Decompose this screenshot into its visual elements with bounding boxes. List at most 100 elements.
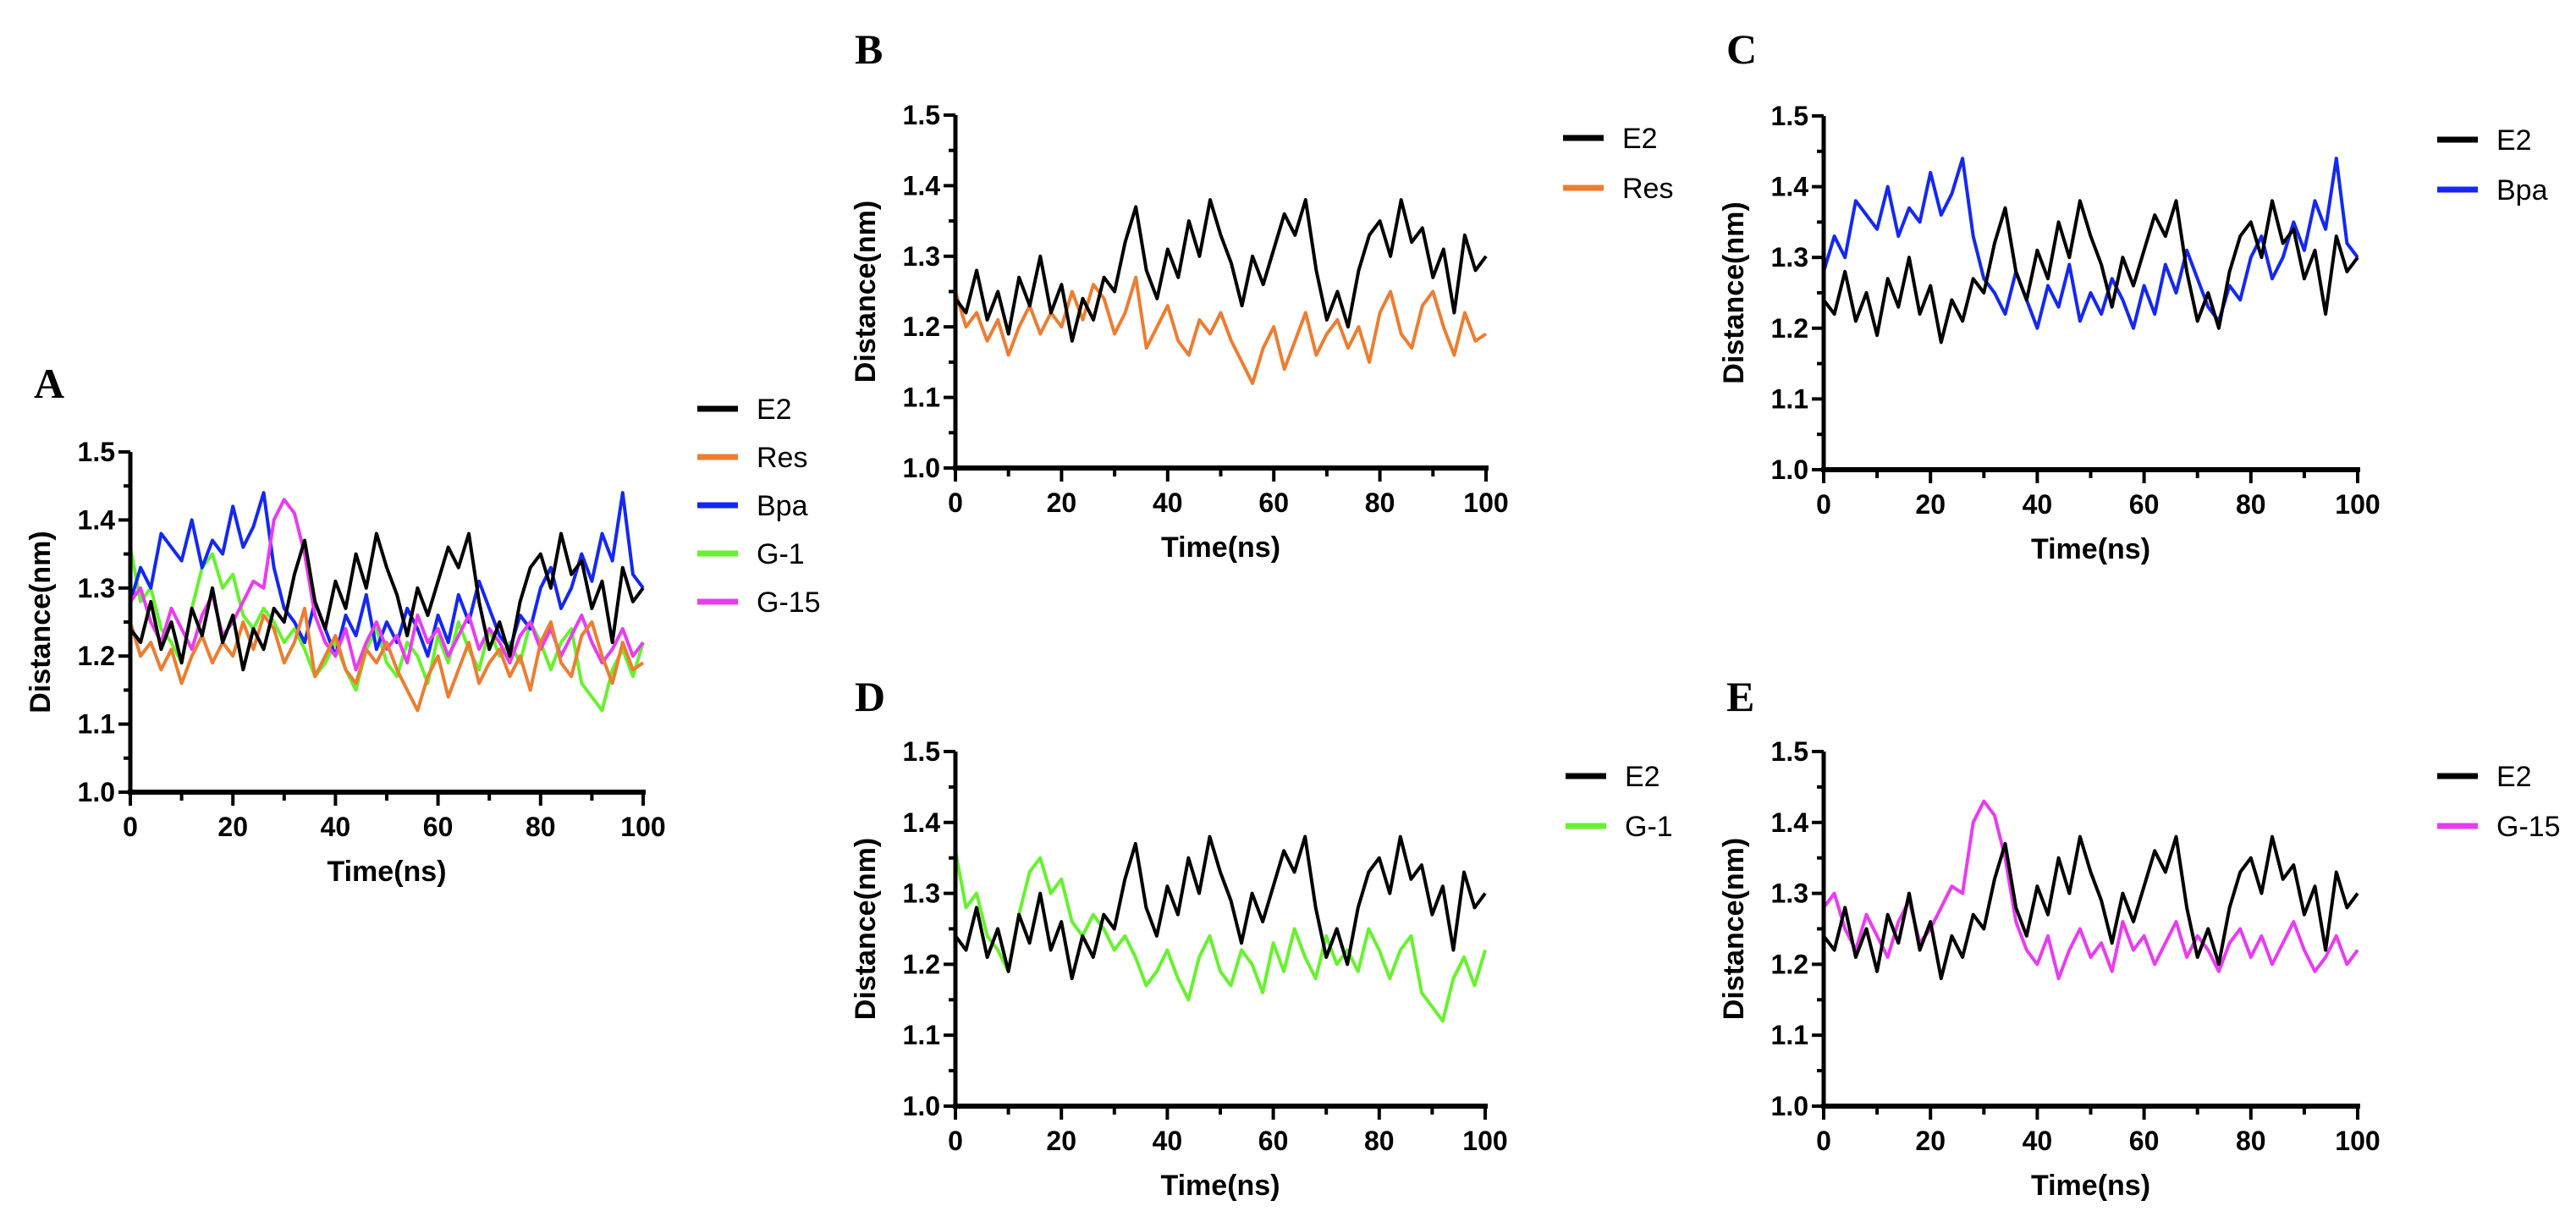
panel-e: E 1.0 1.1 1.2 1.3 1.4 1.5 0 20 40 60 80 100 Time(ns) D… bbox=[1718, 673, 2561, 1202]
y-tick-label: 1.2 bbox=[903, 311, 940, 342]
x-tick-label: 0 bbox=[948, 487, 963, 518]
x-tick-label: 100 bbox=[2335, 1126, 2380, 1156]
y-tick-label: 1.3 bbox=[903, 878, 940, 909]
x-tick-label: 0 bbox=[948, 1126, 963, 1156]
y-tick-label: 1.4 bbox=[78, 504, 116, 535]
y-tick-label: 1.0 bbox=[903, 1091, 940, 1121]
series-line-res bbox=[129, 606, 645, 713]
series-line-res bbox=[954, 275, 1488, 385]
x-tick-label: 40 bbox=[1153, 1126, 1183, 1156]
x-tick-label: 20 bbox=[1915, 489, 1946, 520]
legend-label: G-15 bbox=[2496, 811, 2561, 843]
panel-label: E bbox=[1726, 673, 1754, 720]
x-tick-label: 100 bbox=[620, 812, 665, 842]
y-tick-label: 1.1 bbox=[903, 1020, 940, 1050]
y-tick-label: 1.0 bbox=[78, 777, 115, 807]
panel-c: C 1.0 1.1 1.2 1.3 1.4 1.5 0 20 40 60 80 100 Time(ns) D… bbox=[1718, 25, 2548, 565]
legend-label: Bpa bbox=[757, 490, 808, 522]
x-tick-label: 80 bbox=[2236, 489, 2266, 520]
y-tick-label: 1.3 bbox=[1771, 242, 1808, 273]
x-axis-title: Time(ns) bbox=[1161, 531, 1280, 564]
legend-label: Res bbox=[757, 442, 807, 474]
y-tick-label: 1.2 bbox=[78, 641, 115, 671]
x-tick-label: 60 bbox=[423, 812, 454, 842]
y-axis-title: Distance(nm) bbox=[1718, 838, 1750, 1020]
panel-b: B 1.0 1.1 1.2 1.3 1.4 1.5 0 20 40 60 80 100 Time(ns) D… bbox=[850, 25, 1673, 564]
y-tick-label: 1.0 bbox=[903, 453, 940, 483]
legend-label: E2 bbox=[1622, 123, 1658, 155]
x-tick-label: 60 bbox=[2129, 489, 2160, 520]
legend-label: Bpa bbox=[2496, 174, 2548, 207]
x-tick-label: 20 bbox=[217, 812, 248, 842]
series-line-e2 bbox=[129, 531, 645, 672]
series-line-bpa bbox=[129, 491, 645, 658]
x-tick-label: 40 bbox=[2023, 489, 2053, 520]
y-tick-label: 1.0 bbox=[1771, 454, 1808, 485]
y-tick-label: 1.2 bbox=[1771, 949, 1808, 979]
y-tick-label: 1.4 bbox=[903, 170, 941, 201]
legend-label: E2 bbox=[1625, 761, 1660, 793]
x-tick-label: 100 bbox=[2335, 489, 2380, 520]
x-tick-label: 40 bbox=[321, 812, 351, 842]
y-tick-label: 1.3 bbox=[1771, 878, 1808, 909]
y-tick-label: 1.4 bbox=[1771, 172, 1809, 202]
y-tick-label: 1.3 bbox=[78, 573, 115, 603]
x-tick-label: 60 bbox=[1258, 1126, 1289, 1156]
series-line-g-15 bbox=[1822, 799, 2359, 981]
y-tick-label: 1.1 bbox=[1771, 1020, 1808, 1050]
y-tick-label: 1.0 bbox=[1771, 1091, 1808, 1121]
legend-label: G-1 bbox=[1625, 811, 1673, 843]
panel-label: B bbox=[855, 25, 883, 73]
x-tick-label: 100 bbox=[1462, 1126, 1507, 1156]
x-tick-label: 40 bbox=[1153, 487, 1183, 518]
x-axis-title: Time(ns) bbox=[2031, 533, 2150, 565]
y-tick-label: 1.4 bbox=[903, 807, 941, 838]
y-tick-label: 1.2 bbox=[903, 949, 940, 979]
x-tick-label: 0 bbox=[1816, 489, 1831, 520]
panel-label: C bbox=[1726, 25, 1757, 73]
series-line-bpa bbox=[1822, 157, 2359, 330]
x-axis-title: Time(ns) bbox=[1160, 1170, 1280, 1202]
y-tick-label: 1.4 bbox=[1771, 807, 1809, 838]
y-tick-label: 1.1 bbox=[903, 383, 940, 413]
legend-label: G-1 bbox=[757, 538, 805, 570]
legend-label: G-15 bbox=[757, 586, 821, 619]
x-axis-title: Time(ns) bbox=[2031, 1170, 2150, 1202]
y-tick-label: 1.5 bbox=[903, 100, 940, 130]
y-tick-label: 1.5 bbox=[903, 736, 940, 767]
legend-label: E2 bbox=[2496, 124, 2532, 157]
y-tick-label: 1.1 bbox=[1771, 383, 1808, 414]
y-axis-title: Distance(nm) bbox=[1718, 201, 1750, 383]
x-tick-label: 40 bbox=[2023, 1126, 2053, 1156]
series-line-e2 bbox=[1822, 199, 2359, 344]
series-line-e2 bbox=[954, 198, 1488, 343]
y-tick-label: 1.5 bbox=[1771, 736, 1808, 767]
x-tick-label: 20 bbox=[1047, 487, 1077, 518]
x-tick-label: 60 bbox=[1258, 487, 1289, 518]
series-line-e2 bbox=[1822, 834, 2359, 981]
legend-label: E2 bbox=[2496, 761, 2532, 793]
x-tick-label: 20 bbox=[1046, 1126, 1076, 1156]
x-tick-label: 80 bbox=[526, 812, 556, 842]
x-tick-label: 20 bbox=[1915, 1126, 1946, 1156]
y-tick-label: 1.5 bbox=[78, 437, 115, 467]
x-tick-label: 0 bbox=[1816, 1126, 1831, 1156]
y-tick-label: 1.1 bbox=[78, 709, 115, 740]
x-tick-label: 100 bbox=[1463, 487, 1508, 518]
x-tick-label: 0 bbox=[123, 812, 138, 842]
y-axis-title: Distance(nm) bbox=[25, 531, 57, 713]
x-tick-label: 60 bbox=[2129, 1126, 2160, 1156]
x-axis-title: Time(ns) bbox=[327, 856, 446, 888]
x-tick-label: 80 bbox=[2236, 1126, 2266, 1156]
y-tick-label: 1.3 bbox=[903, 241, 940, 272]
series-line-e2 bbox=[954, 834, 1487, 981]
x-tick-label: 80 bbox=[1365, 487, 1395, 518]
series-line-g-1 bbox=[954, 850, 1487, 1023]
panel-label: A bbox=[34, 360, 64, 407]
y-tick-label: 1.5 bbox=[1771, 101, 1808, 131]
y-axis-title: Distance(nm) bbox=[850, 201, 882, 383]
y-tick-label: 1.2 bbox=[1771, 313, 1808, 344]
legend-label: Res bbox=[1622, 173, 1673, 205]
panel-label: D bbox=[855, 673, 885, 720]
